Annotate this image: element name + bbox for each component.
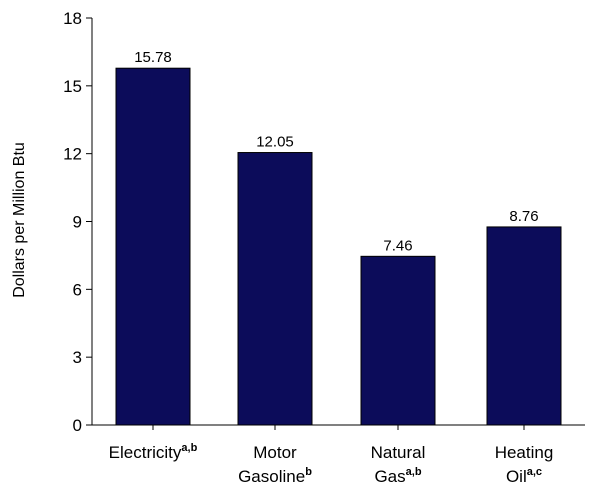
bar bbox=[486, 226, 562, 426]
y-tick-label: 15 bbox=[63, 77, 82, 96]
x-category-label: Gasa,b bbox=[374, 466, 421, 486]
x-category-label: Oila,c bbox=[506, 466, 542, 486]
bar bbox=[237, 152, 313, 426]
y-tick-label: 0 bbox=[73, 416, 82, 435]
x-category-label: Motor bbox=[253, 443, 297, 462]
y-tick-label: 9 bbox=[73, 213, 82, 232]
x-category-label: Electricitya,b bbox=[109, 442, 198, 462]
y-tick-label: 3 bbox=[73, 348, 82, 367]
y-tick-label: 18 bbox=[63, 9, 82, 28]
x-category-label: Heating bbox=[495, 443, 554, 462]
data-label: 15.78 bbox=[134, 49, 172, 66]
y-axis-title: Dollars per Million Btu bbox=[11, 142, 28, 298]
x-category-label: Natural bbox=[371, 443, 426, 462]
data-label: 12.05 bbox=[256, 134, 294, 151]
bar bbox=[360, 255, 436, 426]
x-category-label: Gasolineb bbox=[238, 466, 312, 486]
data-label: 7.46 bbox=[383, 237, 412, 254]
bar bbox=[115, 67, 191, 426]
y-tick-label: 6 bbox=[73, 280, 82, 299]
data-label: 8.76 bbox=[509, 208, 538, 225]
y-tick-label: 12 bbox=[63, 145, 82, 164]
